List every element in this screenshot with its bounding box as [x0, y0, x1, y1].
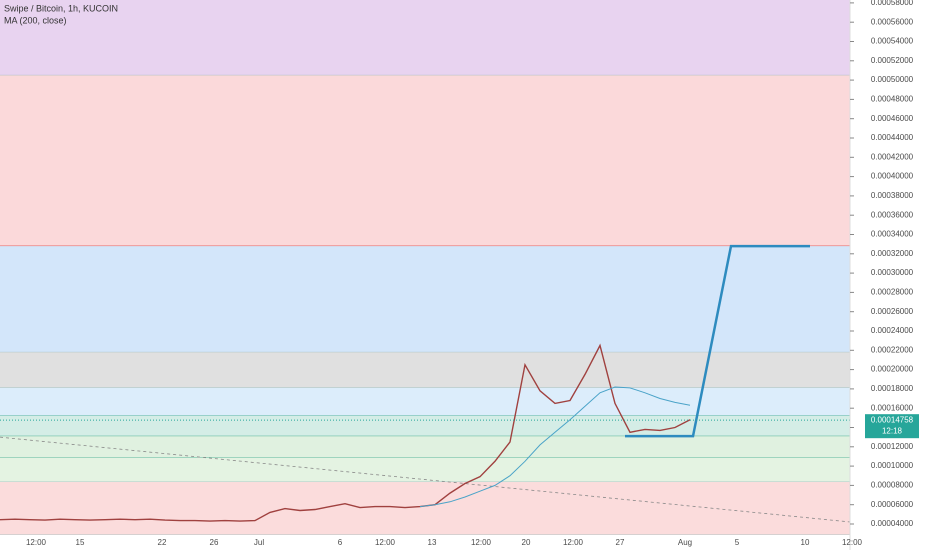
y-tick-label: 0.00054000 — [871, 37, 914, 46]
y-tick-label: 0.00012000 — [871, 442, 914, 451]
price-tag-label: 0.00014758 — [871, 415, 914, 424]
x-tick-label: 12:00 — [471, 538, 492, 547]
y-tick-label: 0.00042000 — [871, 152, 914, 161]
y-tick-label: 0.00026000 — [871, 307, 914, 316]
y-tick-label: 0.00016000 — [871, 403, 914, 412]
series-line — [419, 386, 691, 508]
y-tick-label: 0.00056000 — [871, 17, 914, 26]
y-tick-label: 0.00038000 — [871, 191, 914, 200]
trendline — [0, 436, 851, 523]
y-tick-label: 0.00024000 — [871, 326, 914, 335]
x-tick-label: 12:00 — [842, 538, 863, 547]
y-tick-label: 0.00034000 — [871, 230, 914, 239]
zone — [0, 0, 850, 76]
plot-area — [0, 0, 851, 536]
y-tick-label: 0.00008000 — [871, 481, 914, 490]
x-tick-label: 27 — [616, 538, 625, 547]
y-tick-label: 0.00048000 — [871, 95, 914, 104]
x-tick-label: 12:00 — [26, 538, 47, 547]
zone — [0, 75, 850, 247]
y-tick-label: 0.00028000 — [871, 288, 914, 297]
zone — [0, 387, 850, 416]
x-tick-label: 15 — [76, 538, 85, 547]
zone — [0, 457, 850, 483]
countdown: 12:18 — [882, 426, 903, 435]
y-tick-label: 0.00046000 — [871, 114, 914, 123]
y-tick-label: 0.00030000 — [871, 268, 914, 277]
x-tick-label: 6 — [338, 538, 343, 547]
time-axis — [0, 535, 850, 550]
zone — [0, 246, 850, 353]
zone — [0, 352, 850, 388]
y-tick-label: 0.00044000 — [871, 133, 914, 142]
zone — [0, 482, 850, 535]
x-tick-label: 26 — [210, 538, 219, 547]
y-tick-label: 0.00058000 — [871, 0, 914, 7]
zone — [0, 436, 850, 458]
chart-subtitle: MA (200, close) — [4, 15, 67, 25]
x-tick-label: 13 — [428, 538, 437, 547]
chart-title: Swipe / Bitcoin, 1h, KUCOIN — [4, 3, 118, 13]
y-tick-label: 0.00020000 — [871, 365, 914, 374]
x-tick-label: 22 — [158, 538, 167, 547]
y-tick-label: 0.00040000 — [871, 172, 914, 181]
x-tick-label: 5 — [735, 538, 740, 547]
x-tick-label: 12:00 — [563, 538, 584, 547]
y-tick-label: 0.00050000 — [871, 75, 914, 84]
projection-line — [625, 244, 810, 438]
x-tick-label: 12:00 — [375, 538, 396, 547]
y-tick-label: 0.00004000 — [871, 519, 914, 528]
y-tick-label: 0.00010000 — [871, 461, 914, 470]
x-tick-label: Aug — [678, 538, 692, 547]
price-tag — [865, 414, 919, 439]
y-tick-label: 0.00052000 — [871, 56, 914, 65]
x-tick-label: Jul — [254, 538, 264, 547]
y-tick-label: 0.00036000 — [871, 210, 914, 219]
y-tick-label: 0.00032000 — [871, 249, 914, 258]
price-axis — [850, 0, 932, 550]
zone — [0, 415, 850, 437]
x-tick-label: 20 — [522, 538, 531, 547]
series-line — [0, 343, 691, 522]
y-tick-label: 0.00022000 — [871, 345, 914, 354]
y-tick-label: 0.00018000 — [871, 384, 914, 393]
y-tick-label: 0.00006000 — [871, 500, 914, 509]
x-tick-label: 10 — [801, 538, 810, 547]
